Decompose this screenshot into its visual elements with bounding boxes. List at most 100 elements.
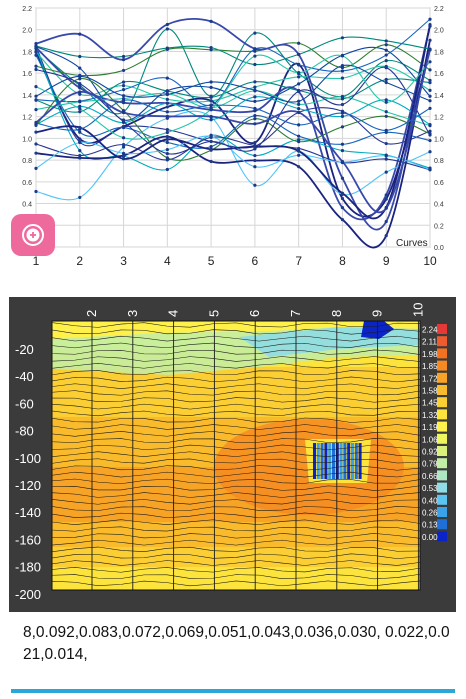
curve-point — [297, 75, 301, 79]
curve-point — [34, 98, 38, 102]
curve-point — [78, 130, 82, 134]
contour-x-tick-label: 7 — [288, 310, 303, 317]
curve-point — [121, 58, 126, 62]
curve-point — [340, 206, 345, 210]
curve-point — [428, 106, 432, 111]
contour-x-labels: 2 3 4 5 6 7 8 9 10 — [84, 303, 425, 317]
curve-point — [253, 99, 257, 103]
curve-point — [297, 107, 301, 111]
curve-point — [340, 69, 345, 73]
contour-line — [51, 519, 421, 525]
contour-line — [51, 431, 421, 437]
contour-line — [51, 573, 421, 580]
curve-point — [297, 149, 301, 153]
curve-point — [428, 133, 432, 137]
contour-vertical-lines — [51, 320, 421, 591]
curve-point — [209, 46, 213, 50]
y-tick-label: 1.8 — [434, 49, 444, 56]
contour-line — [51, 356, 421, 362]
curve-point — [34, 130, 38, 134]
x-tick-label: 3 — [120, 254, 127, 268]
curve-point — [121, 145, 126, 149]
contour-line — [51, 485, 421, 491]
y-tick-label: 1.0 — [22, 136, 32, 143]
contour-y-tick-label: -200 — [15, 587, 41, 602]
scale-swatch — [437, 397, 447, 408]
curve-line — [35, 42, 431, 77]
curve-point — [165, 156, 169, 160]
curve-point — [428, 38, 432, 42]
curve-point — [121, 80, 126, 84]
curve-point — [209, 134, 213, 139]
y-tick-label: 2.0 — [434, 28, 444, 35]
blue-feature-stripe — [324, 443, 328, 479]
curve-point — [253, 106, 257, 111]
curve-point — [165, 92, 169, 97]
curve-line — [35, 54, 431, 140]
blue-feature-stripe — [328, 443, 332, 479]
curves-chart[interactable]: 0.0 0.2 0.4 0.6 0.8 1.0 1.2 1.4 1.6 1.8 2.0 2.2 0.0… — [0, 0, 466, 275]
blue-feature-stripe — [339, 443, 343, 479]
contour-y-tick-label: -100 — [15, 451, 41, 466]
chart-markers — [34, 17, 432, 238]
y-tick-label: 2.2 — [22, 6, 32, 13]
scale-label: 1.72 — [422, 374, 438, 383]
curve-point — [121, 84, 126, 88]
contour-line — [51, 512, 421, 519]
curve-point — [209, 85, 213, 89]
curve-point — [78, 66, 82, 70]
curve-point — [253, 88, 257, 92]
curve-point — [297, 89, 301, 93]
curve-point — [78, 127, 82, 131]
curve-point — [78, 149, 82, 153]
curve-point — [165, 105, 169, 109]
curve-point — [297, 165, 301, 169]
y-tick-label: 1.4 — [434, 93, 444, 100]
curve-point — [297, 52, 301, 56]
contour-chart[interactable]: 2 3 4 5 6 7 8 9 10 -20-40-60-80-100-120-140-160-… — [9, 297, 456, 612]
curve-point — [340, 114, 345, 118]
curve-point — [428, 81, 432, 85]
curve-point — [165, 128, 169, 132]
scale-label: 0.13 — [422, 521, 438, 530]
contour-band — [52, 547, 420, 567]
contour-line — [51, 539, 421, 546]
curve-point — [428, 88, 432, 92]
curve-point — [253, 122, 257, 126]
blue-feature-stripe — [354, 443, 358, 479]
curve-point — [428, 24, 432, 28]
scale-label: 1.32 — [422, 411, 438, 420]
scale-swatch — [437, 531, 447, 542]
curve-point — [34, 94, 38, 98]
contour-line — [51, 465, 421, 471]
scale-label: 0.92 — [422, 448, 438, 457]
curve-point — [253, 47, 257, 51]
scale-swatch — [437, 482, 447, 493]
curve-point — [384, 128, 388, 132]
curve-point — [253, 153, 257, 158]
curve-point — [78, 153, 82, 158]
contour-line — [51, 383, 421, 389]
curve-point — [297, 134, 301, 138]
contour-line — [51, 438, 421, 444]
curve-point — [340, 76, 345, 80]
y-tick-label: 0.2 — [434, 223, 444, 230]
contour-x-tick-label: 10 — [410, 303, 425, 317]
zoom-button[interactable] — [11, 214, 55, 256]
curve-point — [297, 41, 301, 45]
curve-point — [297, 146, 301, 151]
contour-y-tick-label: -160 — [15, 532, 41, 547]
contour-x-tick-label: 6 — [247, 310, 262, 317]
curve-point — [165, 148, 169, 152]
curve-point — [121, 54, 126, 59]
contour-line — [51, 370, 421, 376]
scale-label: 1.98 — [422, 350, 438, 359]
curve-point — [340, 176, 345, 180]
curve-point — [253, 80, 257, 84]
contour-line — [51, 322, 421, 328]
curve-point — [165, 27, 169, 31]
scale-swatch — [437, 519, 447, 530]
curve-point — [165, 140, 169, 145]
curve-point — [209, 95, 213, 99]
curve-point — [165, 151, 169, 156]
